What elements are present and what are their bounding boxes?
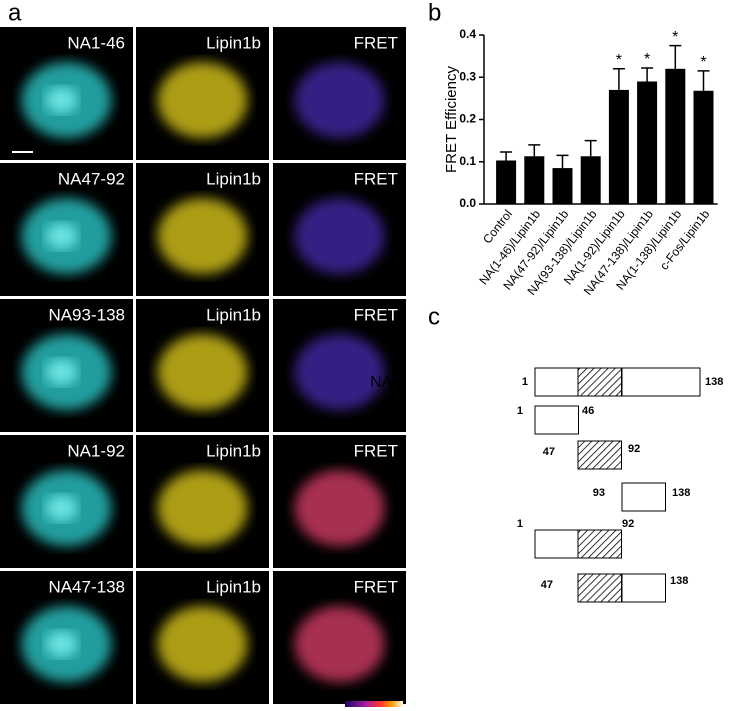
cell [294, 606, 385, 683]
error-bar [584, 139, 597, 157]
construct-segment [577, 573, 622, 603]
cell [157, 334, 248, 411]
error-bar [528, 144, 541, 157]
construct-segment [577, 529, 622, 559]
cell [157, 470, 248, 547]
image-label: NA93-138 [48, 305, 125, 324]
construct-segment [621, 367, 701, 397]
image-label: NA47-138 [48, 577, 125, 596]
image-label: FRET [354, 441, 398, 460]
cell [294, 470, 385, 547]
y-tick-label: 0.0 [459, 196, 476, 210]
cell [157, 198, 248, 275]
nucleus [45, 359, 78, 386]
panel-label: b [428, 0, 441, 26]
error-bar [697, 70, 710, 91]
bar [665, 68, 686, 204]
construct-end: 92 [628, 443, 640, 455]
construct-segment [577, 367, 622, 397]
y-tick-label: 0.4 [459, 27, 476, 41]
bar [637, 81, 658, 204]
image-label: Lipin1b [206, 305, 261, 324]
nucleus [45, 87, 78, 114]
bar [552, 168, 573, 204]
construct-end: 138 [670, 575, 688, 587]
y-tick-label: 0.2 [459, 112, 476, 126]
construct-segment [534, 529, 579, 559]
cell [157, 606, 248, 683]
bar [580, 156, 601, 204]
construct-segment [621, 573, 666, 603]
y-tick-label: 0.1 [459, 154, 476, 168]
image-label: Lipin1b [206, 33, 261, 52]
error-bar [500, 151, 513, 161]
image-label: NA47-92 [58, 169, 125, 188]
cell [157, 62, 248, 139]
bar [693, 90, 714, 204]
image-label: Lipin1b [206, 169, 261, 188]
construct-segment [577, 440, 622, 470]
image-label: FRET [354, 577, 398, 596]
construct-start: 47 [543, 446, 555, 458]
image-label: FRET [354, 33, 398, 52]
construct-segment [534, 405, 579, 435]
construct-end: 92 [622, 518, 634, 530]
image-label: Lipin1b [206, 441, 261, 460]
lut-bar [345, 701, 403, 707]
construct-end: 46 [582, 405, 594, 417]
significance: * [700, 54, 706, 71]
construct-end: 138 [672, 487, 690, 499]
construct-start: 93 [593, 487, 605, 499]
bar [608, 89, 629, 204]
construct-start: 1 [517, 518, 523, 530]
image-label: Lipin1b [206, 577, 261, 596]
error-bar [556, 154, 569, 169]
image-label: FRET [354, 305, 398, 324]
y-axis-label: FRET Efficiency [443, 66, 460, 173]
construct-start: 1 [522, 376, 528, 388]
error-bar [641, 67, 654, 82]
bar [496, 160, 517, 204]
error-bar [612, 68, 625, 90]
nucleus [45, 223, 78, 250]
construct-segment [534, 367, 579, 397]
y-tick-label: 0.3 [459, 69, 476, 83]
construct-segment [621, 482, 666, 512]
panel-label: c [428, 303, 440, 330]
error-bar [669, 44, 682, 69]
construct-start: 1 [517, 405, 523, 417]
construct-start: 47 [541, 579, 553, 591]
significance: * [644, 51, 650, 68]
significance: * [672, 29, 678, 46]
nucleus [45, 495, 78, 522]
construct-end: 138 [705, 376, 723, 388]
significance: * [616, 52, 622, 69]
panel-label: a [8, 0, 22, 26]
nucleus [45, 631, 78, 658]
image-label: NA1-92 [67, 441, 125, 460]
bar [524, 156, 545, 204]
cell [294, 62, 385, 139]
image-label: FRET [354, 169, 398, 188]
image-label: NA1-46 [67, 33, 125, 52]
cell [294, 334, 385, 411]
cell [294, 198, 385, 275]
diagram-label: NA [370, 374, 393, 391]
